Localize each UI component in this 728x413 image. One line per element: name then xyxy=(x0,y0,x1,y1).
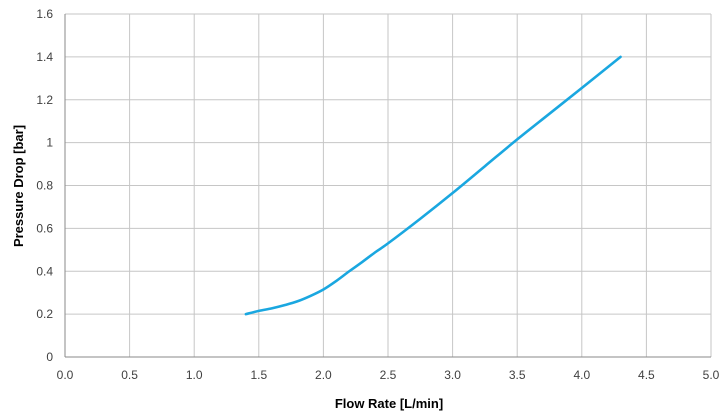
y-tick-label: 0.4 xyxy=(36,264,53,278)
y-tick-label: 1 xyxy=(46,136,53,150)
plot-series xyxy=(244,55,622,316)
x-tick-label: 1.5 xyxy=(250,368,267,382)
y-tick-label: 0 xyxy=(46,350,53,364)
y-axis-label: Pressure Drop [bar] xyxy=(11,125,26,247)
grid xyxy=(64,13,712,358)
x-tick-label: 2.0 xyxy=(315,368,332,382)
x-tick-label: 1.0 xyxy=(186,368,203,382)
x-tick-label: 4.5 xyxy=(638,368,655,382)
x-tick-labels: 0.0 0.5 1.0 1.5 2.0 2.5 3.0 3.5 4.0 4.5 5.0 xyxy=(57,368,720,382)
x-tick-label: 3.5 xyxy=(509,368,526,382)
y-tick-label: 0.8 xyxy=(36,179,53,193)
x-tick-label: 4.0 xyxy=(573,368,590,382)
y-tick-labels: 0 0.2 0.4 0.6 0.8 1 1.2 1.4 1.6 xyxy=(36,7,53,364)
y-tick-label: 1.6 xyxy=(36,7,53,21)
x-tick-label: 0.0 xyxy=(57,368,74,382)
y-tick-label: 1.4 xyxy=(36,50,53,64)
y-tick-label: 1.2 xyxy=(36,93,53,107)
x-tick-label: 5.0 xyxy=(703,368,720,382)
x-tick-label: 0.5 xyxy=(121,368,138,382)
x-tick-label: 3.0 xyxy=(444,368,461,382)
x-axis-label: Flow Rate [L/min] xyxy=(335,396,443,411)
x-tick-label: 2.5 xyxy=(380,368,397,382)
y-tick-label: 0.2 xyxy=(36,307,53,321)
y-tick-label: 0.6 xyxy=(36,221,53,235)
series-line xyxy=(244,55,622,316)
